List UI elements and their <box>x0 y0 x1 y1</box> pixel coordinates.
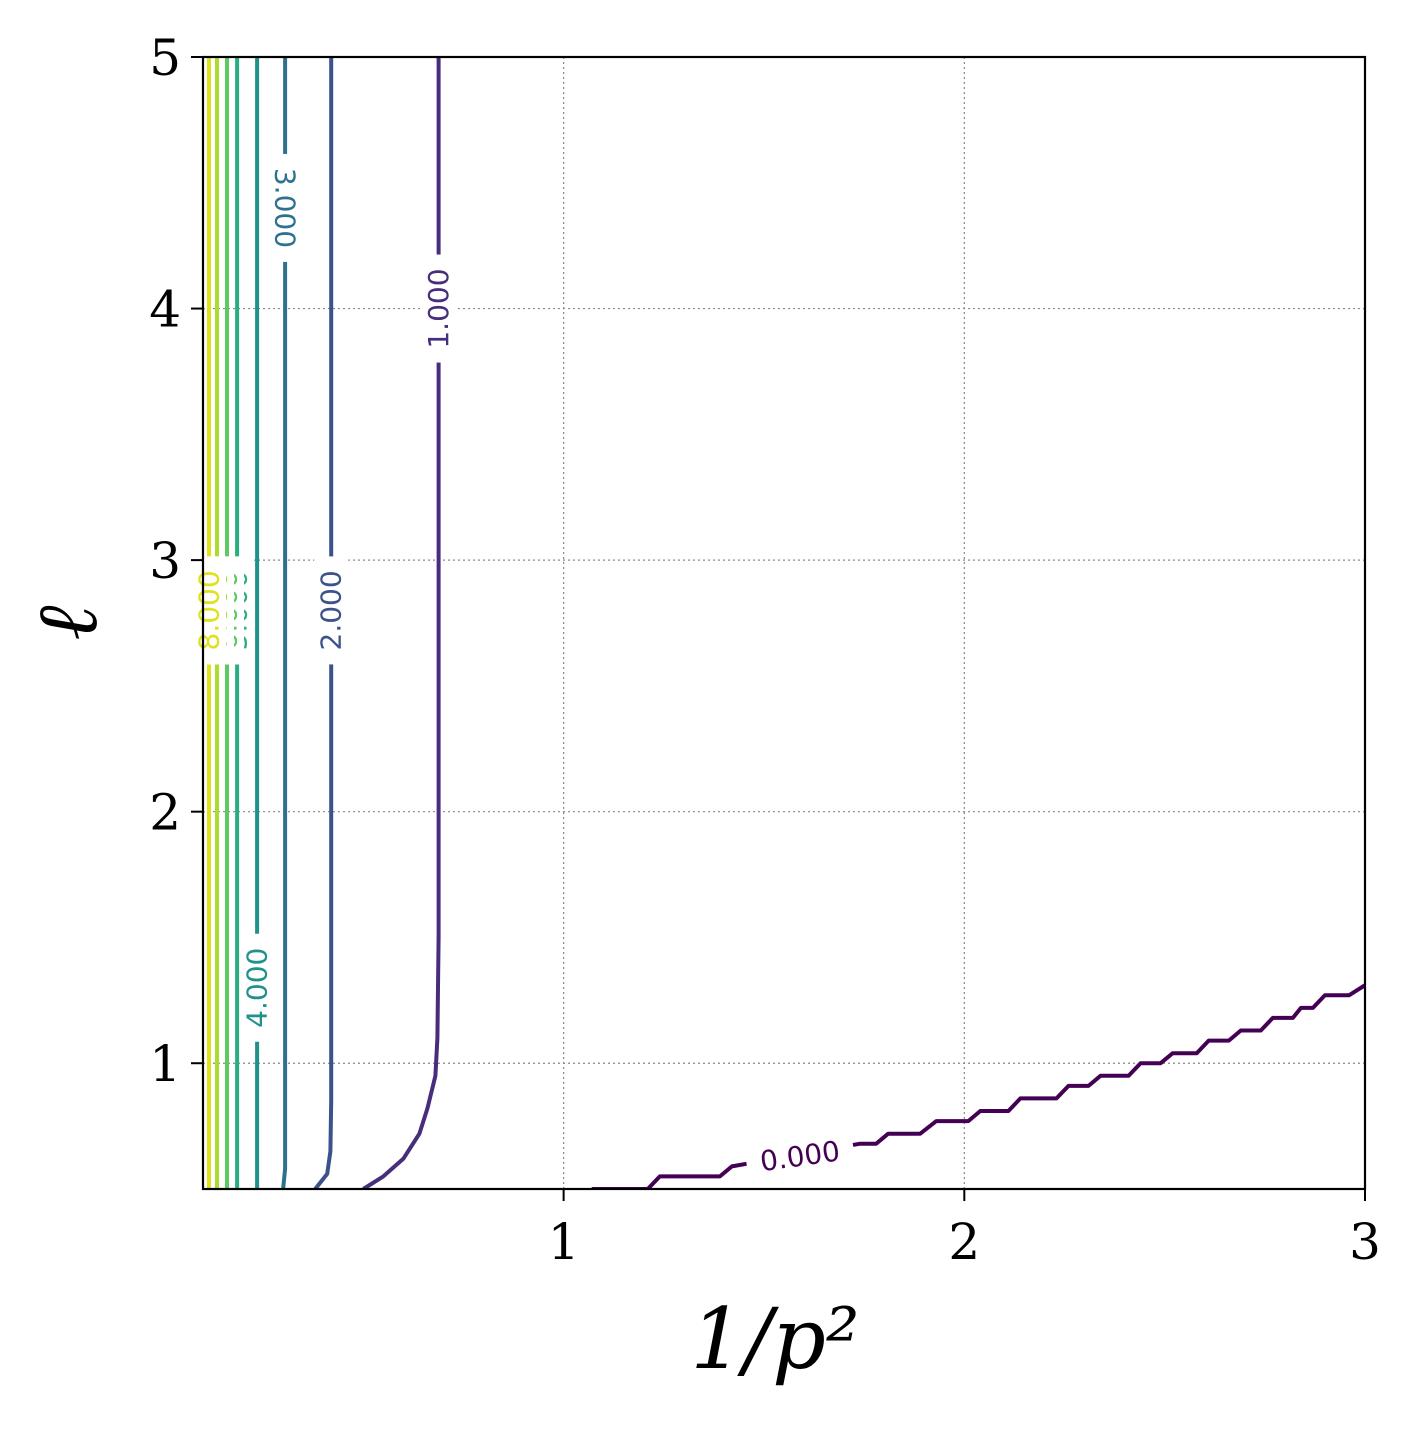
contour-label-4: 4.000 <box>241 948 274 1028</box>
contour-label-3: 3.000 <box>269 168 302 248</box>
contour-lines <box>207 57 1365 1189</box>
contour-label-gap <box>744 1131 856 1181</box>
contour-labels: 0.0001.0002.0003.0004.0005.0006.0007.000… <box>192 153 856 1181</box>
grid <box>203 57 1365 1189</box>
contour-label-8: 8.000 <box>193 570 226 650</box>
contour-line-0 <box>591 983 1365 1189</box>
y-tick-label: 1 <box>149 1035 181 1093</box>
contour-label-0: 0.000 <box>758 1134 842 1178</box>
x-tick-label: 3 <box>1349 1213 1381 1271</box>
x-axis-label: 1/p² <box>690 1290 859 1388</box>
x-axis-ticks: 1 2 3 <box>548 1189 1381 1271</box>
contour-label-gap <box>314 556 349 665</box>
contour-line-1 <box>362 57 441 1189</box>
contour-label-gap <box>240 933 275 1042</box>
plot-frame <box>201 55 1367 1191</box>
contour-line-2 <box>313 57 334 1189</box>
contour-label-1: 1.000 <box>422 268 455 348</box>
y-axis-label: ℓ <box>18 606 116 641</box>
y-tick-label: 3 <box>149 532 181 590</box>
contour-line-3 <box>281 57 288 1189</box>
contour-label-gap <box>192 556 227 665</box>
y-tick-label: 4 <box>149 281 181 339</box>
contour-label-2: 2.000 <box>315 570 348 650</box>
contour-label-gap <box>268 153 303 262</box>
y-axis-ticks: 1 2 3 4 5 <box>149 29 203 1093</box>
contour-label-gap <box>421 254 456 363</box>
x-tick-label: 2 <box>948 1213 980 1271</box>
y-tick-label: 5 <box>149 29 181 87</box>
y-tick-label: 2 <box>149 784 181 842</box>
x-tick-label: 1 <box>548 1213 580 1271</box>
